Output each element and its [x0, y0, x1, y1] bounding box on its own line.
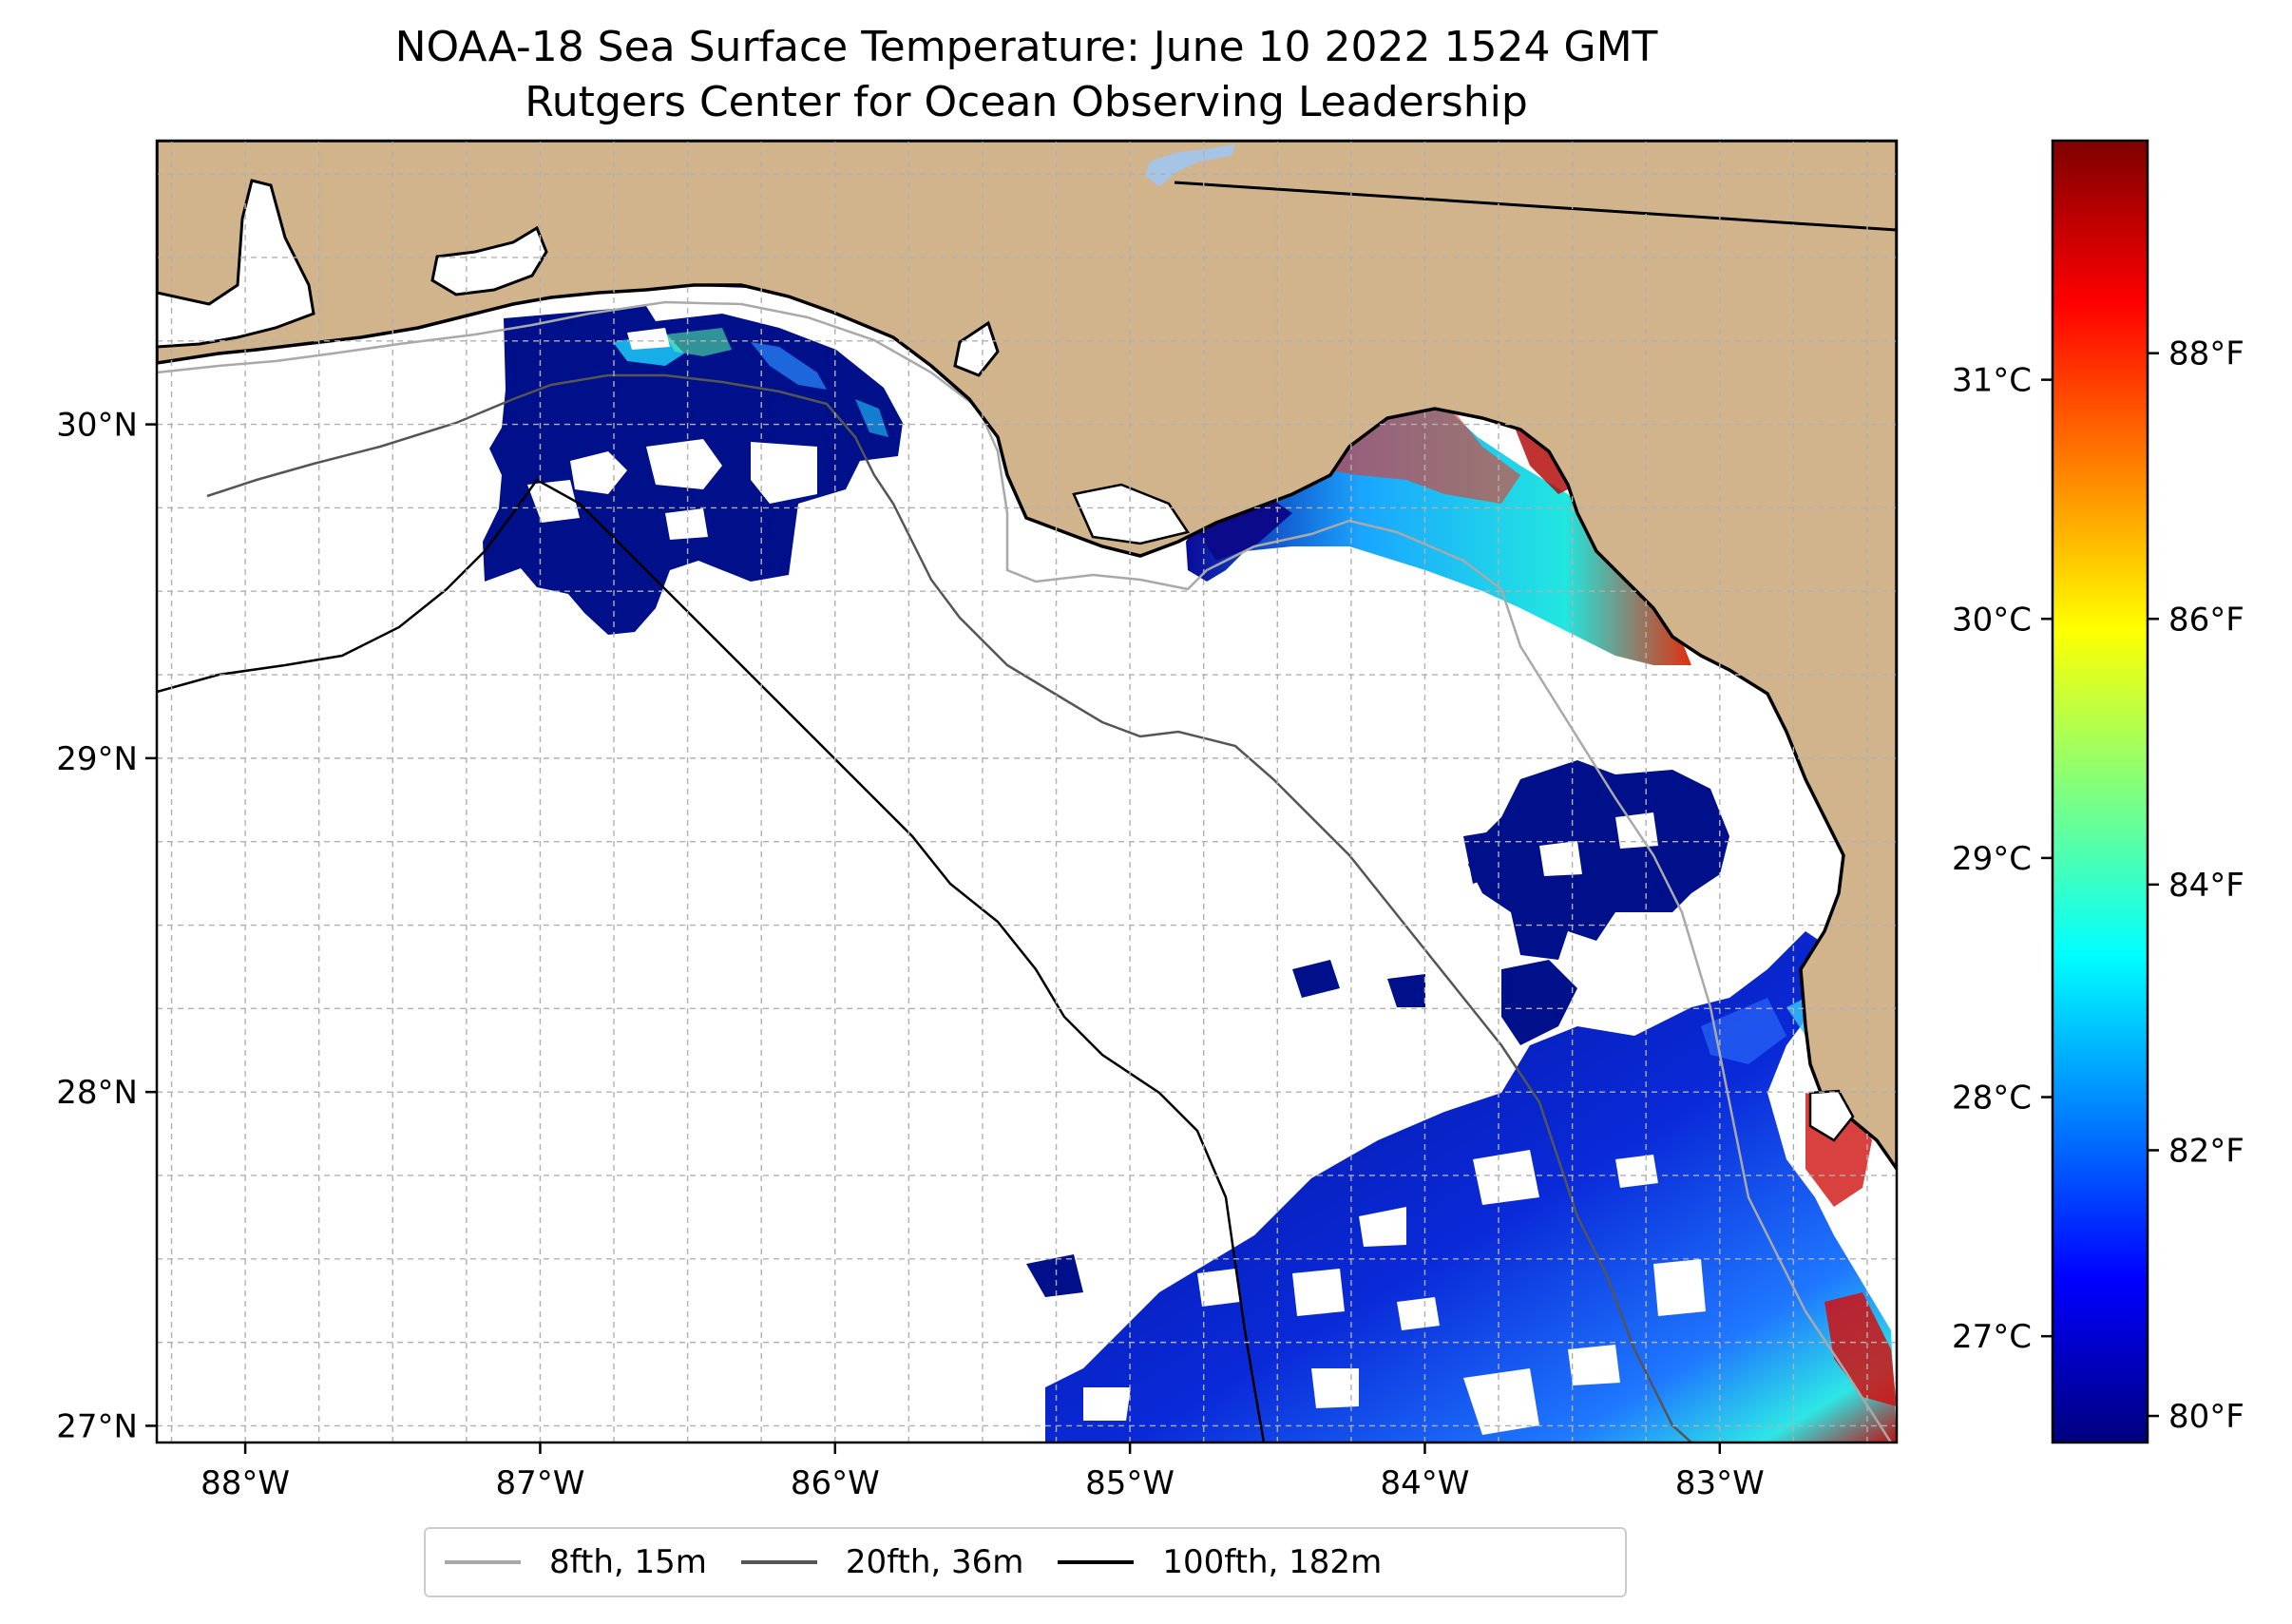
colorbar-c-label: 29°C — [1952, 840, 2032, 878]
map-subtitle: Rutgers Center for Ocean Observing Leade… — [525, 78, 1528, 126]
latitude-axis: 27°N 28°N 29°N 30°N — [56, 407, 157, 1445]
legend-label-8fth: 8fth, 15m — [549, 1543, 707, 1581]
colorbar-c-label: 27°C — [1952, 1318, 2032, 1356]
lon-tick-label: 87°W — [495, 1464, 584, 1502]
map-grid — [157, 141, 1897, 1442]
lat-tick-label: 28°N — [56, 1074, 138, 1112]
lat-tick-label: 29°N — [56, 740, 138, 778]
lake — [1145, 144, 1235, 186]
lon-tick-label: 86°W — [791, 1464, 880, 1502]
colorbar-ticks: 80°F 82°F 84°F 86°F 88°F 27°C 28°C 29°C 30°C 31°C — [1952, 335, 2244, 1436]
state-border — [1174, 181, 1897, 232]
legend-line-8fth — [445, 1560, 521, 1564]
colorbar-c-label: 30°C — [1952, 601, 2032, 639]
lon-tick-label: 83°W — [1675, 1464, 1765, 1502]
colorbar-f-label: 84°F — [2168, 867, 2244, 905]
land-mass — [157, 141, 1897, 1173]
legend-label-100fth: 100fth, 182m — [1162, 1543, 1383, 1581]
lon-tick-label: 88°W — [201, 1464, 290, 1502]
lat-tick-label: 27°N — [56, 1407, 138, 1445]
legend-item-100fth: 100fth, 182m — [1058, 1543, 1382, 1581]
legend-item-8fth: 8fth, 15m — [445, 1543, 707, 1581]
legend-line-100fth — [1058, 1560, 1135, 1564]
colorbar-f-label: 80°F — [2168, 1398, 2244, 1436]
colorbar-f-label: 88°F — [2168, 335, 2244, 373]
colorbar — [2051, 139, 2149, 1444]
depth-contours — [157, 300, 1893, 1442]
legend-item-20fth: 20fth, 36m — [740, 1543, 1024, 1581]
lon-tick-label: 84°W — [1381, 1464, 1470, 1502]
lat-tick-label: 30°N — [56, 407, 138, 445]
map-frame — [155, 139, 1899, 1444]
colorbar-f-label: 82°F — [2168, 1132, 2244, 1170]
colorbar-c-label: 31°C — [1952, 362, 2032, 400]
longitude-axis: 88°W 87°W 86°W 85°W 84°W 83°W — [201, 1442, 1765, 1502]
colorbar-c-label: 28°C — [1952, 1079, 2032, 1118]
legend-label-20fth: 20fth, 36m — [845, 1543, 1024, 1581]
depth-legend: 8fth, 15m 20fth, 36m 100fth, 182m — [424, 1527, 1627, 1597]
legend-line-20fth — [740, 1560, 817, 1564]
lon-tick-label: 85°W — [1085, 1464, 1175, 1502]
map-title: NOAA-18 Sea Surface Temperature: June 10… — [394, 23, 1658, 71]
colorbar-f-label: 86°F — [2168, 601, 2244, 639]
